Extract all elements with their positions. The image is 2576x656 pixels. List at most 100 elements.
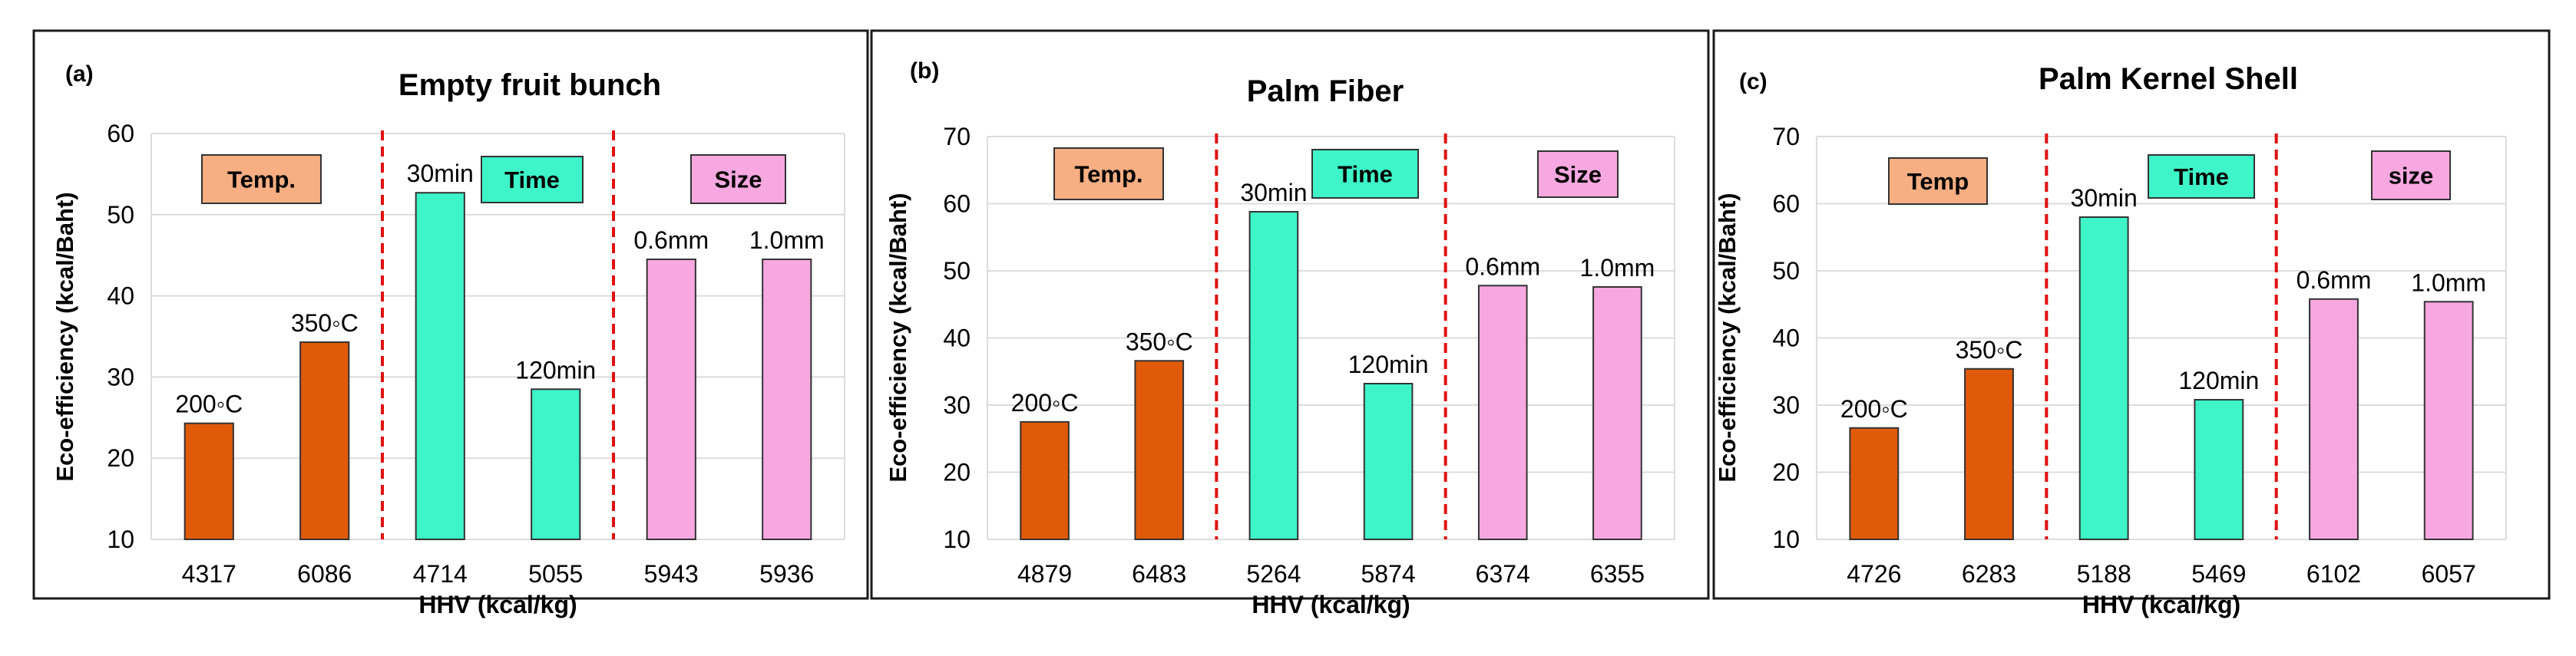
bar-data-label: 350◦C bbox=[291, 309, 359, 337]
bar-time-4 bbox=[2194, 399, 2244, 540]
group-box-temp bbox=[1888, 157, 1988, 205]
x-tick-label: 6057 bbox=[2422, 560, 2476, 588]
group-box-size bbox=[690, 154, 786, 204]
x-tick-label: 4714 bbox=[413, 560, 468, 588]
bar-size-5 bbox=[1477, 285, 1528, 540]
y-tick-label: 40 bbox=[943, 325, 971, 352]
bar-data-label: 120min bbox=[515, 356, 596, 384]
bar-data-label: 200◦C bbox=[175, 391, 243, 418]
group-box-label-temp: Temp. bbox=[1075, 161, 1143, 188]
chart-title: Palm Kernel Shell bbox=[2039, 62, 2298, 96]
chart-title: Empty fruit bunch bbox=[398, 68, 661, 102]
bar-time-3 bbox=[415, 192, 465, 540]
y-axis-label: Eco-efficiency (kcal/Baht) bbox=[885, 193, 911, 482]
y-tick-label: 60 bbox=[107, 120, 134, 147]
y-axis-label: Eco-efficiency (kcal/Baht) bbox=[51, 192, 78, 481]
group-box-temp bbox=[201, 154, 322, 204]
x-tick-label: 6086 bbox=[297, 560, 352, 588]
x-tick-label: 6102 bbox=[2306, 560, 2361, 588]
bar-data-label: 0.6mm bbox=[2297, 266, 2372, 294]
bar-temp-1 bbox=[1849, 427, 1900, 540]
y-tick-label: 30 bbox=[107, 363, 134, 391]
group-box-label-temp: Temp bbox=[1907, 168, 1969, 195]
y-axis-label: Eco-efficiency (kcal/Baht) bbox=[1714, 193, 1741, 482]
bar-temp-2 bbox=[1964, 368, 2014, 540]
bar-data-label: 200◦C bbox=[1011, 389, 1079, 417]
bar-data-label: 1.0mm bbox=[1580, 254, 1655, 282]
group-box-label-time: Time bbox=[504, 166, 560, 193]
x-tick-label: 5469 bbox=[2191, 560, 2246, 588]
bar-data-label: 1.0mm bbox=[749, 226, 825, 254]
group-box-time bbox=[2148, 154, 2255, 199]
bar-data-label: 30min bbox=[2071, 184, 2138, 212]
y-tick-label: 50 bbox=[107, 201, 134, 229]
panel-frame bbox=[870, 29, 1710, 600]
chart-panel-2: 10 20 30 40 50 60 70 200◦C 4879 350◦C 6483 30min 526… bbox=[870, 29, 1710, 618]
group-box-label-time: Time bbox=[2174, 163, 2229, 190]
x-tick-label: 4726 bbox=[1847, 560, 1901, 588]
bar-size-6 bbox=[762, 258, 812, 540]
y-tick-label: 10 bbox=[943, 526, 971, 553]
x-tick-label: 5874 bbox=[1361, 560, 1415, 588]
y-tick-label: 50 bbox=[943, 257, 971, 285]
group-box-time bbox=[1311, 149, 1419, 199]
y-tick-label: 70 bbox=[943, 123, 971, 150]
panel-label: (c) bbox=[1739, 69, 1767, 94]
x-axis-label: HHV (kcal/kg) bbox=[2082, 591, 2240, 618]
y-tick-label: 20 bbox=[943, 459, 971, 486]
y-tick-label: 40 bbox=[107, 282, 134, 310]
y-tick-label: 20 bbox=[1772, 459, 1800, 486]
group-box-temp bbox=[1053, 147, 1164, 200]
bar-size-5 bbox=[2309, 298, 2359, 540]
y-tick-label: 60 bbox=[943, 190, 971, 218]
y-tick-label: 10 bbox=[107, 526, 134, 553]
x-tick-label: 6355 bbox=[1590, 560, 1645, 588]
group-box-time bbox=[481, 156, 584, 203]
group-box-label-size: size bbox=[2389, 163, 2434, 190]
x-tick-label: 4879 bbox=[1017, 560, 1072, 588]
bar-time-4 bbox=[531, 388, 581, 540]
y-tick-label: 70 bbox=[1772, 123, 1800, 150]
bar-data-label: 200◦C bbox=[1840, 395, 1908, 423]
x-tick-label: 6283 bbox=[1962, 560, 2016, 588]
bar-data-label: 350◦C bbox=[1126, 328, 1193, 355]
y-tick-label: 10 bbox=[1772, 526, 1800, 553]
group-box-label-temp: Temp. bbox=[227, 166, 296, 193]
panel-label: (a) bbox=[65, 61, 94, 87]
bar-time-3 bbox=[1248, 211, 1299, 540]
bar-time-3 bbox=[2078, 216, 2129, 540]
bar-data-label: 0.6mm bbox=[633, 226, 709, 254]
x-tick-label: 6374 bbox=[1476, 560, 1530, 588]
y-tick-label: 60 bbox=[1772, 190, 1800, 218]
panel-label: (b) bbox=[910, 58, 939, 84]
chart-panel-1: 10 20 30 40 50 60 200◦C 4317 350◦C 6086 30min 4714 1… bbox=[32, 29, 869, 618]
x-tick-label: 5264 bbox=[1246, 560, 1301, 588]
x-tick-label: 4317 bbox=[182, 560, 236, 588]
x-axis-label: HHV (kcal/kg) bbox=[418, 591, 577, 618]
group-box-size bbox=[2371, 150, 2451, 200]
bar-size-6 bbox=[1592, 286, 1642, 540]
bar-time-4 bbox=[1363, 383, 1414, 540]
chart-title: Palm Fiber bbox=[1247, 74, 1404, 108]
bar-data-label: 0.6mm bbox=[1465, 252, 1540, 280]
chart-panel-3: 10 20 30 40 50 60 70 200◦C 4726 350◦C 6283 30min 518… bbox=[1712, 29, 2551, 618]
x-tick-label: 5188 bbox=[2077, 560, 2131, 588]
group-box-label-size: Size bbox=[714, 166, 762, 193]
panel-frame bbox=[1712, 29, 2551, 600]
y-tick-label: 20 bbox=[107, 444, 134, 472]
y-tick-label: 40 bbox=[1772, 325, 1800, 352]
group-box-label-size: Size bbox=[1554, 161, 1602, 188]
bar-temp-1 bbox=[184, 422, 234, 540]
bar-data-label: 30min bbox=[1240, 179, 1307, 206]
group-box-label-time: Time bbox=[1338, 161, 1393, 188]
x-tick-label: 5943 bbox=[644, 560, 699, 588]
bar-temp-1 bbox=[1020, 420, 1070, 540]
x-tick-label: 5055 bbox=[528, 560, 583, 588]
bar-temp-2 bbox=[299, 341, 350, 540]
bar-size-5 bbox=[646, 258, 696, 540]
panel-frame bbox=[32, 29, 869, 600]
bar-data-label: 350◦C bbox=[1956, 336, 2023, 364]
x-tick-label: 5936 bbox=[759, 560, 814, 588]
bar-size-6 bbox=[2423, 301, 2474, 540]
